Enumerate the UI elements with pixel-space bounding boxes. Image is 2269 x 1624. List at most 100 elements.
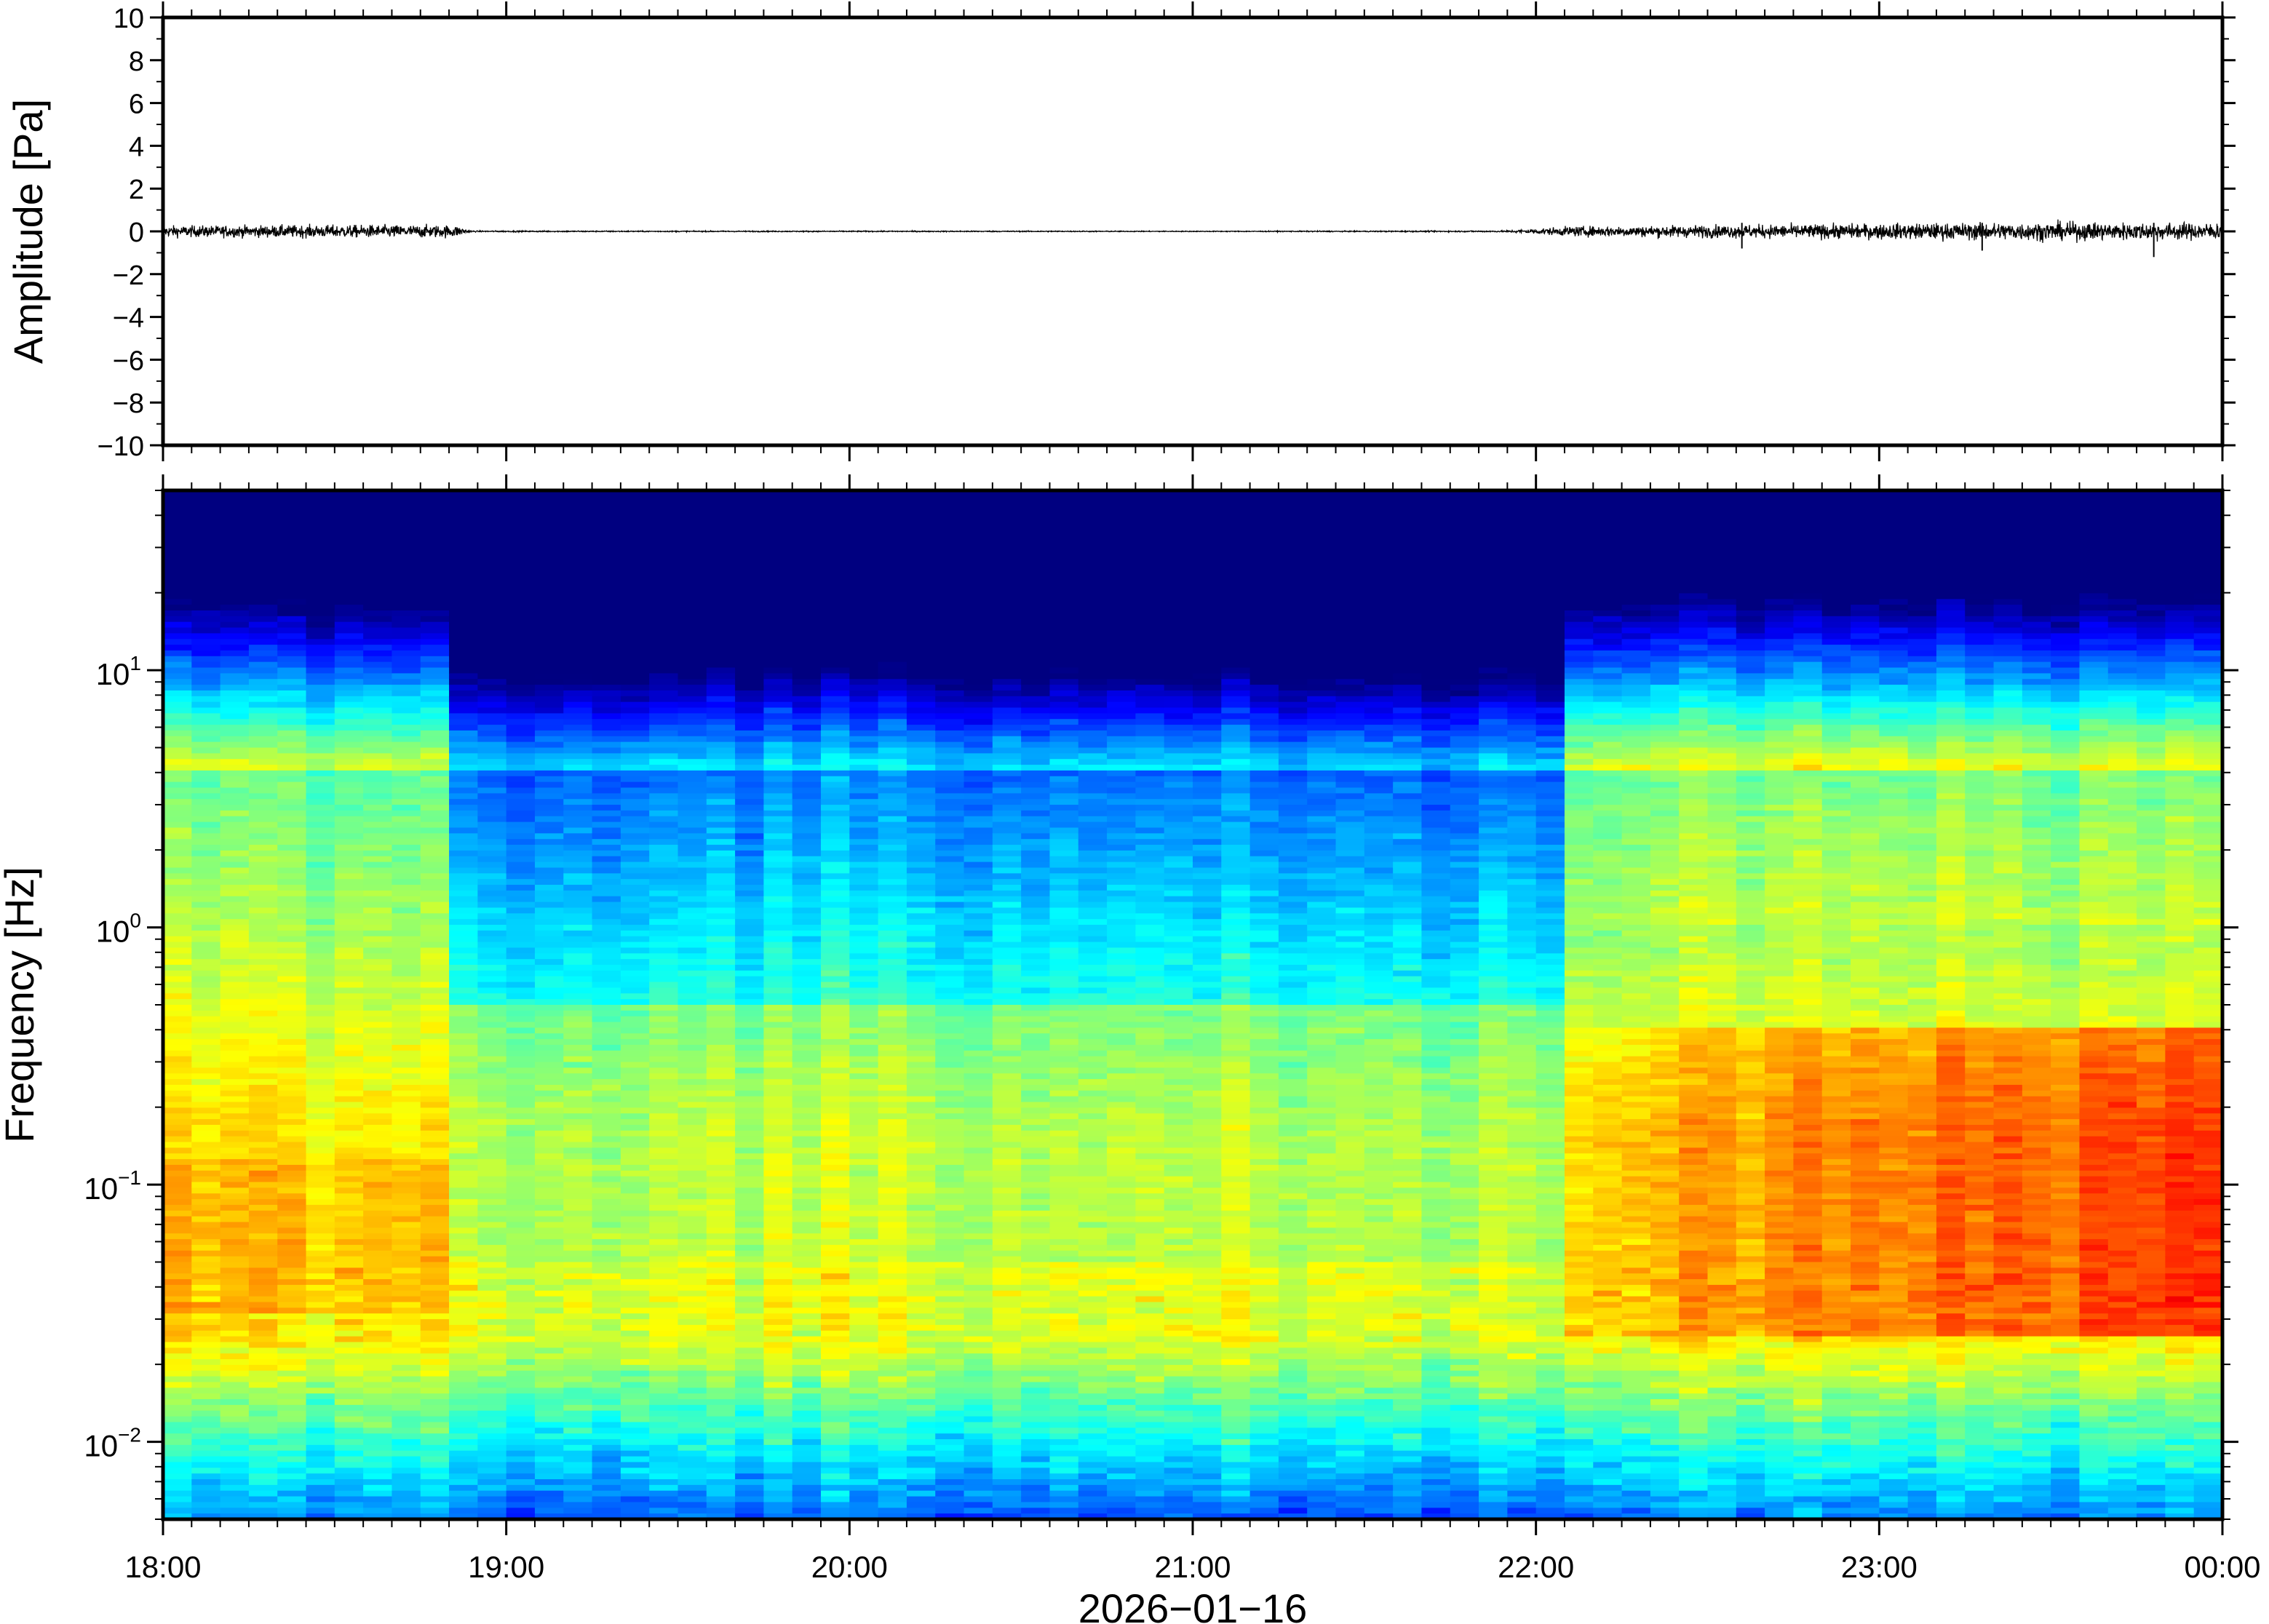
spectrogram-cell: [649, 987, 679, 995]
spectrogram-cell: [191, 839, 221, 845]
spectrogram-cell: [306, 1348, 335, 1354]
spectrogram-cell: [306, 1439, 335, 1446]
spectrogram-cell: [306, 1428, 335, 1434]
spectrogram-cell: [506, 581, 536, 589]
spectrogram-cell: [449, 873, 479, 880]
spectrogram-cell: [334, 942, 364, 949]
spectrogram-cell: [849, 565, 879, 571]
spectrogram-cell: [592, 519, 621, 525]
spectrogram-cell: [392, 741, 421, 749]
spectrogram-cell: [477, 1216, 507, 1223]
spectrogram-cell: [534, 907, 565, 915]
spectrogram-cell: [449, 1307, 479, 1314]
spectrogram-cell: [392, 816, 421, 823]
spectrogram-cell: [220, 587, 250, 594]
spectrogram-cell: [649, 839, 679, 845]
spectrogram-cell: [649, 1170, 679, 1177]
spectrogram-cell: [277, 713, 307, 720]
spectrogram-cell: [563, 816, 593, 823]
spectrogram-cell: [277, 879, 307, 885]
spectrogram-cell: [792, 1136, 822, 1143]
spectrogram-cell: [277, 1410, 307, 1417]
spectrogram-cell: [534, 661, 565, 669]
spectrogram-cell: [763, 1428, 793, 1434]
spectrogram-cell: [334, 1336, 364, 1343]
spectrogram-cell: [248, 1050, 279, 1057]
spectrogram-cell: [534, 1124, 565, 1131]
spectrogram-cell: [477, 1279, 507, 1286]
spectrogram-cell: [878, 965, 907, 971]
spectrogram-cell: [649, 501, 679, 509]
spectrogram-cell: [620, 1056, 650, 1063]
spectrogram-cell: [363, 999, 393, 1006]
spectrogram-cell: [220, 530, 250, 537]
spectrogram-cell: [191, 1073, 221, 1080]
spectrogram-cell: [392, 1513, 421, 1519]
spectrogram-cell: [220, 1444, 250, 1452]
spectrogram-cell: [821, 1216, 851, 1223]
spectrogram-cell: [763, 1033, 793, 1040]
spectrogram-cell: [620, 1176, 650, 1183]
spectrogram-cell: [821, 845, 851, 851]
spectrogram-cell: [649, 959, 679, 966]
spectrogram-cell: [534, 690, 565, 697]
spectrogram-cell: [534, 1307, 565, 1314]
spectrogram-cell: [248, 1342, 279, 1349]
spectrogram-cell: [248, 553, 279, 560]
spectrogram-cell: [306, 719, 335, 725]
spectrogram-cell: [906, 1050, 937, 1057]
spectrogram-cell: [277, 741, 307, 749]
spectrogram-cell: [735, 725, 765, 731]
spectrogram-cell: [821, 1033, 851, 1040]
spectrogram-cell: [735, 890, 765, 897]
spectrogram-cell: [420, 850, 450, 857]
spectrogram-cell: [792, 661, 822, 669]
spectrogram-cell: [363, 656, 393, 663]
spectrogram-cell: [163, 867, 193, 875]
spectrogram-cell: [363, 845, 393, 851]
spectrogram-cell: [878, 565, 907, 571]
spectrogram-cell: [220, 621, 250, 629]
spectrogram-cell: [477, 885, 507, 891]
spectrogram-cell: [392, 1250, 421, 1257]
spectrogram-cell: [449, 1388, 479, 1394]
spectrogram-cell: [392, 707, 421, 715]
spectrogram-cell: [392, 1005, 421, 1011]
spectrogram-cell: [563, 696, 593, 703]
spectrogram-cell: [821, 645, 851, 651]
spectrogram-cell: [220, 541, 250, 549]
spectrogram-cell: [248, 1513, 279, 1519]
spectrogram-cell: [363, 1010, 393, 1017]
spectrogram-cell: [334, 1433, 364, 1440]
spectrogram-cell: [163, 1284, 193, 1291]
spectrogram-cell: [449, 1079, 479, 1086]
spectrogram-cell: [191, 776, 221, 783]
spectrogram-cell: [220, 765, 250, 771]
spectrogram-cell: [706, 1359, 736, 1366]
spectrogram-cell: [163, 1147, 193, 1155]
spectrogram-cell: [277, 810, 307, 817]
spectrogram-cell: [735, 799, 765, 805]
spectrogram-cell: [878, 1113, 907, 1120]
spectrogram-cell: [449, 719, 479, 725]
spectrogram-cell: [392, 1187, 421, 1195]
spectrogram-cell: [392, 845, 421, 851]
spectrogram-cell: [363, 495, 393, 503]
spectrogram-cell: [735, 576, 765, 583]
spectrogram-cell: [277, 1176, 307, 1183]
spectrogram-cell: [449, 1124, 479, 1131]
spectrogram-cell: [392, 925, 421, 931]
spectrogram-cell: [706, 513, 736, 520]
spectrogram-cell: [821, 1039, 851, 1046]
spectrogram-cell: [277, 1473, 307, 1480]
spectrogram-cell: [248, 1250, 279, 1257]
spectrogram-cell: [420, 541, 450, 549]
spectrogram-cell: [392, 1290, 421, 1297]
spectrogram-cell: [392, 593, 421, 600]
spectrogram-cell: [191, 581, 221, 589]
spectrogram-cell: [506, 982, 536, 989]
spectrogram-cell: [477, 525, 507, 531]
spectrogram-cell: [506, 1410, 536, 1417]
spectrogram-cell: [677, 1250, 707, 1257]
spectrogram-cell: [763, 1468, 793, 1474]
